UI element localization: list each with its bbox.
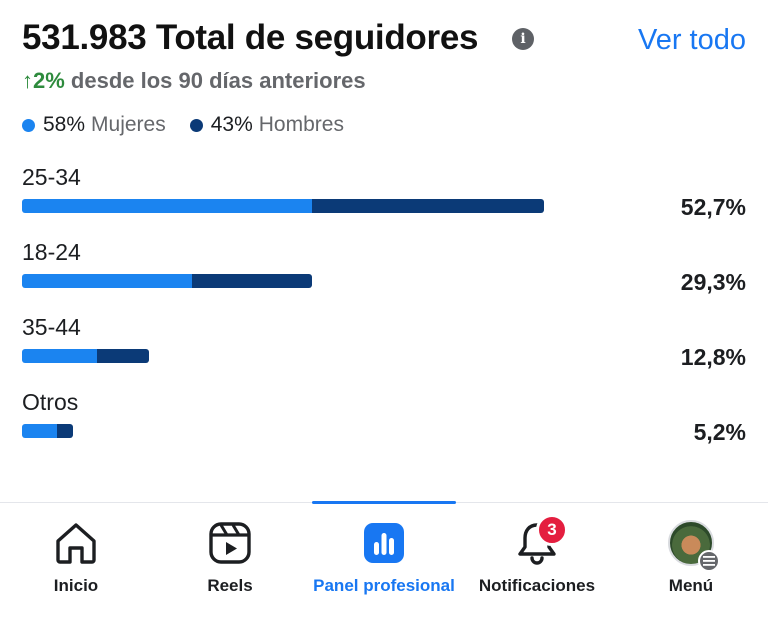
women-percent: 58% <box>43 113 86 136</box>
age-percent: 12,8% <box>680 344 746 370</box>
tab-reels-label: Reels <box>207 576 253 595</box>
tab-menu-label: Menú <box>668 576 714 595</box>
tab-professional-dashboard[interactable]: Panel profesional <box>309 503 459 603</box>
total-followers-title: 531.983 Total de seguidores <box>22 18 479 57</box>
hamburger-menu-icon <box>698 550 720 572</box>
women-label: Mujeres <box>91 113 166 136</box>
reels-icon <box>207 520 253 566</box>
bar-chart-icon <box>361 520 407 566</box>
age-bar <box>22 199 544 213</box>
tab-reels[interactable]: Reels <box>155 503 305 603</box>
bottom-navigation: Inicio Reels <box>0 501 768 629</box>
age-percent: 5,2% <box>693 419 746 445</box>
men-segment <box>97 349 149 363</box>
age-label: 18-24 <box>22 239 81 265</box>
tab-notifications-label: Notificaciones <box>478 576 596 595</box>
men-segment <box>57 424 73 438</box>
age-row-otros: Otros 5,2% <box>22 389 746 449</box>
arrow-up-icon: ↑ <box>22 68 33 93</box>
age-bar <box>22 349 149 363</box>
age-row-25-34: 25-34 52,7% <box>22 164 746 224</box>
age-row-35-44: 35-44 12,8% <box>22 314 746 374</box>
age-bar <box>22 274 312 288</box>
men-segment <box>192 274 312 288</box>
tab-notifications[interactable]: 3 Notificaciones <box>462 503 612 603</box>
active-tab-indicator <box>312 501 456 504</box>
men-label: Hombres <box>258 113 344 136</box>
age-percent: 29,3% <box>680 269 746 295</box>
men-segment <box>312 199 544 213</box>
home-icon <box>53 520 99 566</box>
change-percent: 2% <box>33 68 65 93</box>
age-label: 35-44 <box>22 314 81 340</box>
tab-home-label: Inicio <box>53 576 99 595</box>
women-dot-icon <box>22 118 35 132</box>
age-label: 25-34 <box>22 164 81 190</box>
women-segment <box>22 274 192 288</box>
tab-home[interactable]: Inicio <box>1 503 151 603</box>
age-bar <box>22 424 73 438</box>
notification-count-badge: 3 <box>536 514 568 546</box>
age-label: Otros <box>22 389 79 415</box>
men-dot-icon <box>189 118 203 132</box>
change-period-text: desde los 90 días anteriores <box>64 68 366 93</box>
info-icon[interactable]: i <box>512 28 534 50</box>
women-segment <box>22 349 97 363</box>
tab-menu[interactable]: Menú <box>616 503 766 603</box>
gender-legend: 58% Mujeres 43% Hombres <box>22 113 368 137</box>
tab-professional-dashboard-label: Panel profesional <box>313 576 455 595</box>
profile-avatar <box>668 520 720 572</box>
women-segment <box>22 199 312 213</box>
age-percent: 52,7% <box>680 194 746 220</box>
bell-icon: 3 <box>514 514 568 566</box>
women-segment <box>22 424 57 438</box>
see-all-link[interactable]: Ver todo <box>637 24 746 56</box>
men-percent: 43% <box>210 113 253 136</box>
legend-women: 58% Mujeres <box>22 113 166 137</box>
legend-men: 43% Hombres <box>189 113 344 137</box>
follower-change-summary: ↑2% desde los 90 días anteriores <box>22 68 366 94</box>
age-row-18-24: 18-24 29,3% <box>22 239 746 299</box>
